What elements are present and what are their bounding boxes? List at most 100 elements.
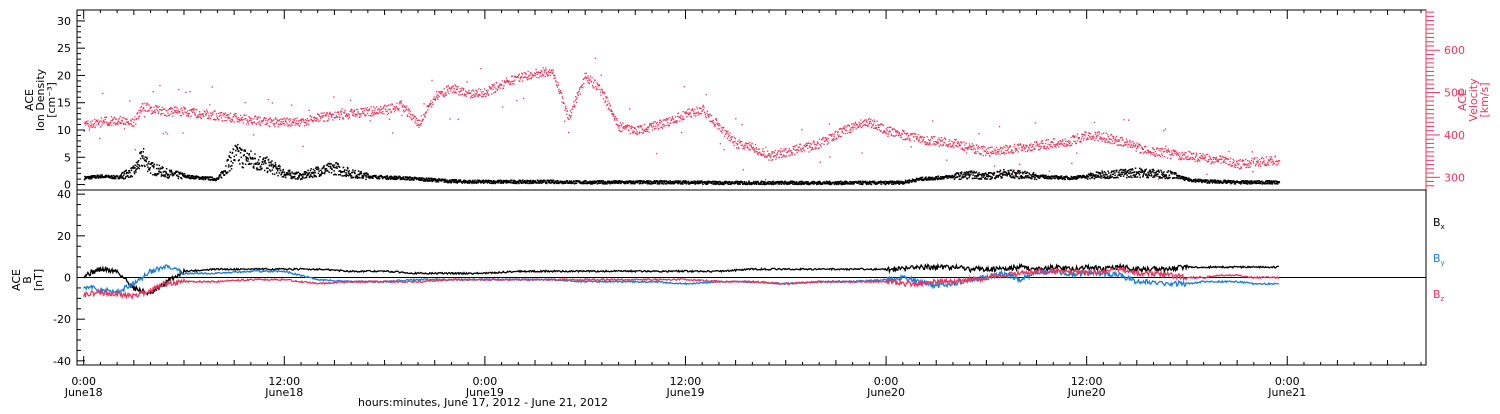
velocity-point [519,81,520,82]
density-point [881,183,883,185]
density-point [270,170,272,172]
velocity-point [344,111,345,112]
velocity-point [203,116,204,117]
density-point [748,181,750,183]
velocity-point [594,87,595,88]
density-point [1113,170,1115,172]
velocity-point [361,113,362,114]
velocity-point [154,110,155,111]
density-point [328,166,330,168]
velocity-point [236,118,237,119]
velocity-point [123,123,124,124]
density-point [1139,168,1141,170]
velocity-point [179,111,180,112]
density-point [1106,174,1108,176]
velocity-point [208,115,209,116]
velocity-point [573,101,574,102]
density-point [267,171,269,173]
density-point [758,182,760,184]
density-point [409,179,411,181]
density-point [101,174,103,176]
density-point [1027,172,1029,174]
density-point [309,176,311,178]
velocity-point [462,94,463,95]
density-point [1125,171,1127,173]
density-point [772,181,774,183]
velocity-point [494,84,495,85]
density-point [1095,174,1097,176]
velocity-point [599,85,600,86]
velocity-point [622,130,623,131]
velocity-point [552,72,553,73]
density-point [742,181,744,183]
velocity-point [454,84,455,85]
density-point [546,183,548,185]
velocity-point [212,86,213,87]
density-point [234,160,236,162]
density-point [1118,172,1120,174]
density-point [928,179,930,181]
velocity-point [524,72,525,73]
velocity-point [264,117,265,118]
density-point [985,172,987,174]
velocity-point [118,121,119,122]
density-point [996,176,998,178]
velocity-point [584,73,585,74]
density-point [271,165,273,167]
velocity-point [177,111,178,112]
density-point [1209,182,1211,184]
density-point [126,172,128,174]
velocity-point [94,119,95,120]
density-point [1150,171,1152,173]
velocity-point [538,77,539,78]
density-point [990,172,992,174]
density-point [627,183,629,185]
velocity-point [342,108,343,109]
velocity-point [530,73,531,74]
velocity-point [218,113,219,114]
velocity-point [556,81,557,82]
velocity-point [255,115,256,116]
velocity-point [498,87,499,88]
density-point [146,164,148,166]
density-point [234,156,236,158]
density-point [1038,175,1040,177]
velocity-point [166,110,167,111]
density-point [1091,173,1093,175]
velocity-point [285,119,286,120]
density-point [142,157,144,159]
velocity-point [352,112,353,113]
velocity-point [567,110,568,111]
density-point [1165,178,1167,180]
density-point [1030,174,1032,176]
density-point [747,183,749,185]
velocity-point [240,118,241,119]
velocity-point [435,99,436,100]
density-point [510,182,512,184]
velocity-point [240,120,241,121]
velocity-point [621,124,622,125]
velocity-point [131,125,132,126]
velocity-point [219,116,220,117]
velocity-point [316,120,317,121]
velocity-point [394,111,395,112]
velocity-point [398,108,399,109]
velocity-point [338,114,339,115]
velocity-point [610,105,611,106]
velocity-point [103,121,104,122]
velocity-point [409,116,410,117]
density-point [968,173,970,175]
velocity-point [273,125,274,126]
density-point [1207,182,1209,184]
density-point [1279,181,1281,183]
velocity-point [584,78,585,79]
velocity-point [126,121,127,122]
velocity-point [558,89,559,90]
density-point [1115,177,1117,179]
density-point [957,176,959,178]
velocity-point [632,127,633,128]
velocity-point [328,118,329,119]
velocity-point [289,124,290,125]
density-point [992,177,994,179]
velocity-point [371,113,372,114]
